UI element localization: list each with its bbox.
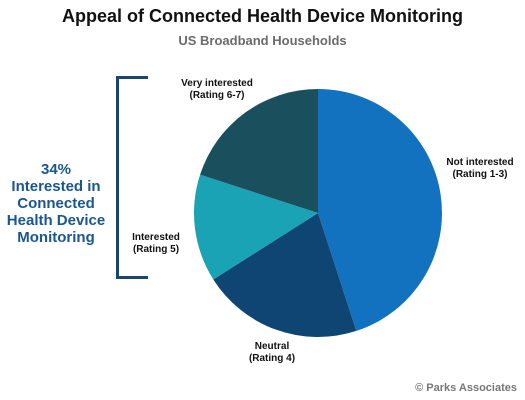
slice-label: Very interested (Rating 6-7) <box>181 78 253 101</box>
slice-label-line: (Rating 1-3) <box>453 169 508 180</box>
pie-labels: Not interested (Rating 1-3)Neutral (Rating… <box>132 78 514 364</box>
slice-label-line: Interested <box>132 232 180 243</box>
pie-slice <box>213 213 357 338</box>
slice-label-line: (Rating 4) <box>249 353 295 364</box>
interested-callout: 34% Interested in Connected Health Devic… <box>0 161 112 246</box>
slice-label-line: Very interested <box>181 78 253 89</box>
callout-line: Health Device <box>6 212 106 229</box>
pie-slice <box>318 89 442 331</box>
pie-slice <box>200 89 318 213</box>
callout-line: Connected <box>17 195 95 212</box>
pie-slices <box>193 89 442 338</box>
chart-title: Appeal of Connected Health Device Monito… <box>61 6 464 26</box>
pie-slice <box>193 174 318 280</box>
callout-line: Monitoring <box>17 229 95 246</box>
callout-percent: 34% <box>40 161 72 178</box>
chart-subtitle: US Broadband Households <box>178 33 347 48</box>
slice-label-line: Not interested <box>446 157 513 168</box>
slice-label: Interested (Rating 5) <box>132 232 180 255</box>
callout-line: Interested in <box>11 178 101 195</box>
source-credit: © Parks Associates <box>415 382 517 394</box>
slice-label: Not interested (Rating 1-3) <box>446 157 513 180</box>
slice-label: Neutral (Rating 4) <box>249 341 295 364</box>
slice-label-line: (Rating 5) <box>133 244 179 255</box>
slice-label-line: Neutral <box>255 341 290 352</box>
slice-label-line: (Rating 6-7) <box>190 90 245 101</box>
interested-bracket <box>116 76 148 279</box>
